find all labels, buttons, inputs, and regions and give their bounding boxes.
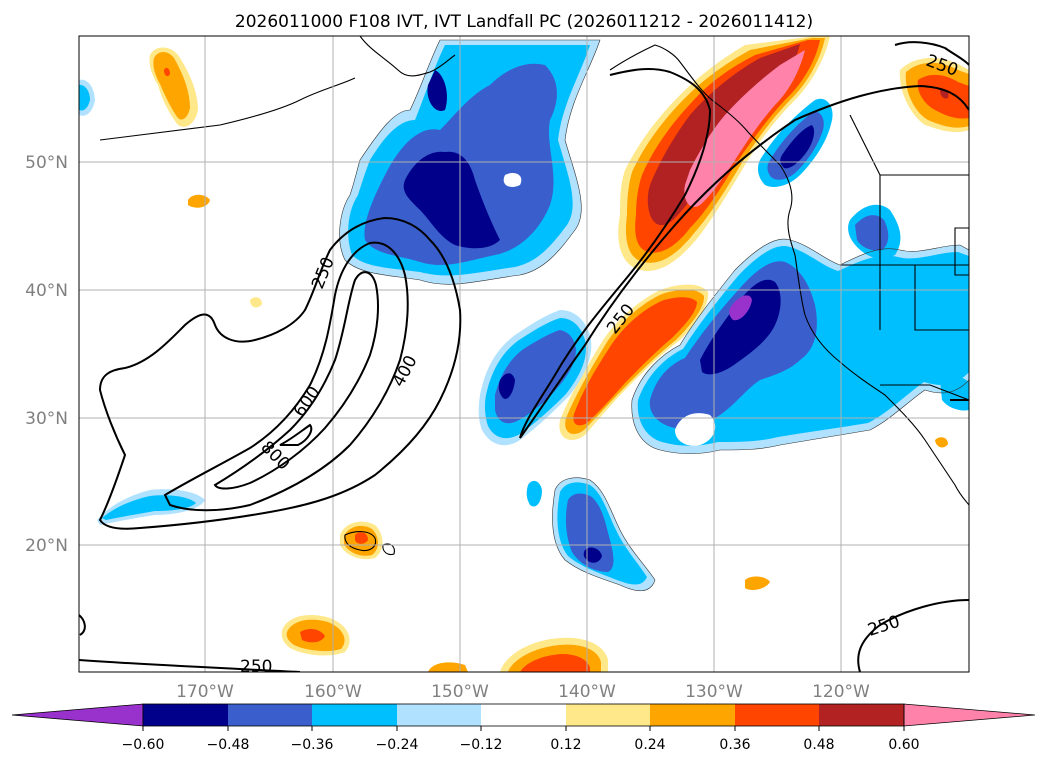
lon-label-160w: 160°W	[304, 682, 362, 702]
us-west-coast	[787, 209, 969, 506]
colorbar-bin-2	[228, 704, 312, 726]
colorbar: −0.60 −0.48 −0.36 −0.24 −0.12 0.12 0.24 …	[11, 703, 1036, 753]
contour-250-ar-west	[519, 67, 712, 439]
colorbar-tick-label: −0.24	[376, 737, 419, 753]
contour-label-250-b: 250	[240, 657, 272, 677]
map-frame	[78, 35, 970, 673]
lon-label-120w: 120°W	[812, 682, 870, 702]
colorbar-tick-label: 0.36	[719, 737, 750, 753]
colorbar-frame	[142, 703, 905, 727]
colorbar-extend-high	[903, 703, 1036, 727]
contour-250-sw	[79, 614, 86, 636]
shade-subtropical-positive	[559, 284, 709, 440]
lat-label-40: 40°N	[25, 281, 68, 301]
lat-label-30: 30°N	[25, 409, 68, 429]
colorbar-ticks	[142, 726, 905, 731]
contour-250-south	[79, 659, 301, 672]
lon-labels: 170°W 160°W 150°W 140°W 130°W 120°W	[176, 682, 870, 702]
lon-label-140w: 140°W	[558, 682, 616, 702]
contour-250-pacific	[98, 216, 462, 530]
contour-800	[279, 423, 313, 446]
bc-border	[849, 114, 881, 176]
colorbar-bin-3	[312, 704, 397, 726]
contour-600	[213, 271, 379, 490]
contour-400	[163, 241, 409, 512]
lon-label-150w: 150°W	[431, 682, 489, 702]
map-panel: 250 250 400 600 800 250 250 250	[78, 35, 970, 677]
shade-outlines	[339, 39, 969, 592]
contour-250-se	[857, 599, 969, 672]
colorbar-bin-8	[735, 704, 819, 726]
colorbar-tick-label: 0.12	[550, 737, 581, 753]
colorbar-bin-9	[819, 704, 904, 726]
colorbar-tick-label: −0.48	[207, 737, 250, 753]
lon-label-130w: 130°W	[685, 682, 743, 702]
shade-south-negative	[526, 477, 655, 591]
colorbar-tick-label: 0.60	[888, 737, 919, 753]
us-mexico-border	[880, 384, 969, 401]
colorbar-extend-low	[11, 703, 144, 727]
colorbar-tick-label: 0.48	[803, 737, 834, 753]
colorbar-bin-7	[650, 704, 735, 726]
colorbar-bin-5	[481, 704, 566, 726]
lon-label-170w: 170°W	[176, 682, 234, 702]
shade-ar-positive	[618, 36, 830, 271]
colorbar-bin-1	[143, 704, 228, 726]
lat-labels: 50°N 40°N 30°N 20°N	[25, 153, 68, 556]
colorbar-tick-label: −0.36	[291, 737, 334, 753]
colorbar-tick-label: 0.24	[634, 737, 665, 753]
figure-title: 2026011000 F108 IVT, IVT Landfall PC (20…	[235, 12, 813, 32]
lat-label-20: 20°N	[25, 536, 68, 556]
coastlines	[99, 36, 969, 556]
hawaii-big-island	[382, 543, 395, 556]
contour-250-ar-east	[519, 84, 969, 439]
colorbar-tick-label: −0.12	[460, 737, 503, 753]
ivt-contours	[79, 41, 969, 672]
colorbar-tick-label: −0.60	[122, 737, 165, 753]
colorbar-bin-4	[397, 704, 481, 726]
contour-250-ne	[894, 41, 969, 66]
lat-label-50: 50°N	[25, 153, 68, 173]
shade-vancouver-negative	[757, 98, 833, 187]
aleutian-chain	[99, 77, 356, 141]
alaska-coast	[359, 36, 456, 77]
bc-coast	[609, 44, 793, 211]
graticule	[79, 36, 969, 672]
colorbar-bin-6	[566, 704, 650, 726]
state-border-4	[954, 227, 969, 276]
shade-central-negative	[478, 310, 592, 446]
state-border-3	[914, 265, 969, 331]
